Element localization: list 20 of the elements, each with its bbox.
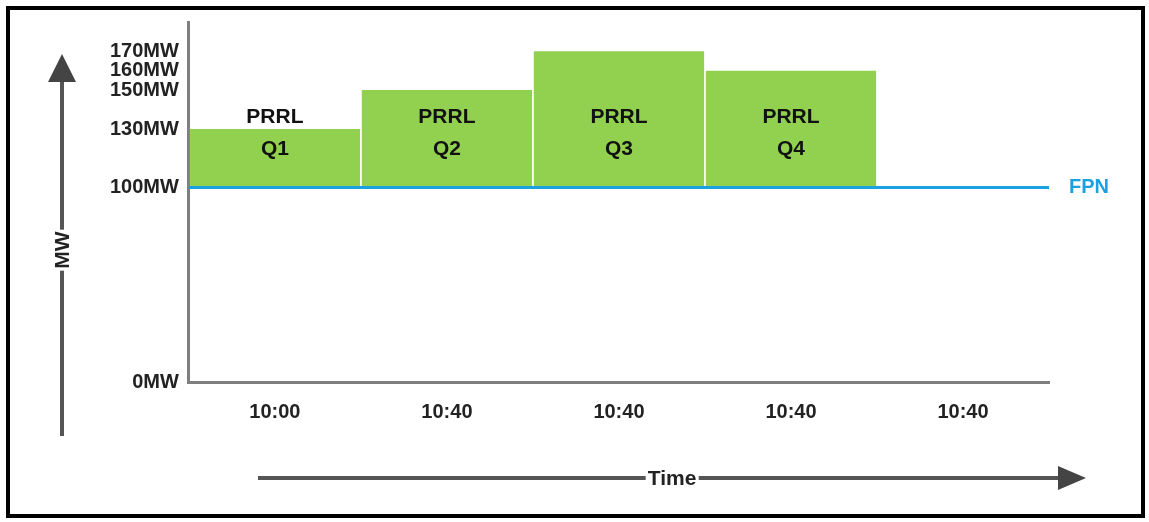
y-tick-label: 100MW [110,174,180,197]
y-tick-label: 130MW [110,116,180,139]
y-tick-label: 170MW [110,38,180,61]
x-tick-label: 10:40 [421,399,473,422]
bar [533,51,705,188]
annotation: PRRL Q4 [762,104,820,160]
x-tick-label: 10:40 [765,399,817,422]
annotation: PRRL Q2 [418,104,476,160]
x-tick-label: 10:40 [593,399,645,422]
x-axis-title: Time [645,466,699,489]
bar [189,129,361,188]
y-axis-title: MW [50,229,73,271]
y-tick-label: 0MW [132,369,180,392]
bar [361,90,533,188]
ref-line-label: FPN [1069,174,1109,197]
x-tick-label: 10:40 [937,399,989,422]
annotation: PRRL Q3 [590,104,648,160]
bar [705,70,877,188]
annotation: PRRL Q1 [246,104,304,160]
x-tick-label: 10:00 [249,399,301,422]
